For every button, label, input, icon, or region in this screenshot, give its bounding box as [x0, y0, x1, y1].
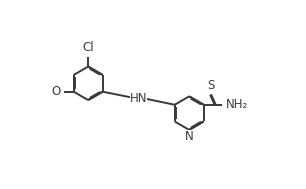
Text: HN: HN	[130, 92, 147, 105]
Text: O: O	[51, 85, 60, 98]
Text: Cl: Cl	[82, 41, 94, 54]
Text: NH₂: NH₂	[226, 98, 248, 111]
Text: S: S	[207, 79, 215, 92]
Text: N: N	[185, 130, 194, 143]
